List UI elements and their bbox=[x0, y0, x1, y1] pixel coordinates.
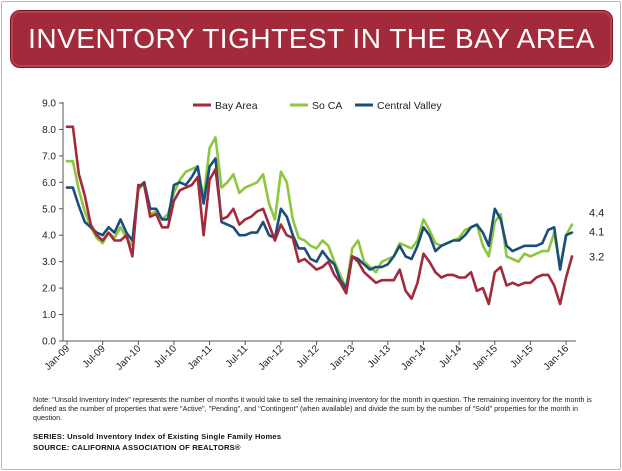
x-tick-label: Jan-10 bbox=[114, 343, 144, 373]
x-tick-label: Jul-09 bbox=[81, 343, 108, 370]
y-tick-label: 7.0 bbox=[42, 151, 56, 162]
x-tick-label: Jul-11 bbox=[224, 343, 251, 370]
end-value-label: 4.4 bbox=[589, 208, 604, 220]
legend-label: So CA bbox=[312, 100, 342, 112]
x-tick-label: Jan-11 bbox=[186, 343, 215, 372]
x-tick-label: Jan-14 bbox=[399, 343, 429, 373]
y-tick-label: 6.0 bbox=[42, 178, 56, 189]
y-tick-label: 5.0 bbox=[42, 204, 56, 215]
series-line-central-valley bbox=[65, 157, 574, 290]
y-tick-label: 3.0 bbox=[42, 257, 56, 268]
source-citation: SOURCE: CALIFORNIA ASSOCIATION OF REALTO… bbox=[33, 443, 241, 452]
end-value-label: 3.2 bbox=[589, 251, 604, 263]
x-tick-label: Jan-16 bbox=[542, 343, 572, 373]
x-tick-label: Jul-13 bbox=[366, 343, 393, 370]
title-banner: INVENTORY TIGHTEST IN THE BAY AREA bbox=[10, 10, 613, 68]
x-tick-label: Jan-15 bbox=[470, 343, 500, 373]
y-tick-label: 2.0 bbox=[42, 284, 56, 295]
series-description: SERIES: Unsold Inventory Index of Existi… bbox=[33, 432, 282, 441]
series-line-so-ca bbox=[65, 136, 574, 290]
x-tick-label: Jan-13 bbox=[328, 343, 358, 373]
legend-label: Central Valley bbox=[377, 100, 442, 112]
x-tick-label: Jul-10 bbox=[152, 343, 179, 370]
y-tick-label: 4.0 bbox=[42, 231, 56, 242]
y-tick-label: 1.0 bbox=[42, 310, 56, 321]
chart-note: Note: "Unsold Inventory Index" represent… bbox=[33, 395, 592, 422]
chart-title: INVENTORY TIGHTEST IN THE BAY AREA bbox=[28, 23, 595, 54]
y-tick-label: 8.0 bbox=[42, 125, 56, 136]
x-tick-label: Jul-12 bbox=[295, 343, 322, 370]
y-tick-label: 9.0 bbox=[42, 99, 56, 110]
x-tick-label: Jul-15 bbox=[508, 343, 535, 370]
x-tick-label: Jul-14 bbox=[437, 343, 464, 370]
x-tick-label: Jan-12 bbox=[257, 343, 287, 373]
end-value-label: 4.1 bbox=[589, 227, 604, 239]
legend-label: Bay Area bbox=[215, 100, 258, 112]
y-tick-label: 0.0 bbox=[42, 337, 56, 348]
series-line-bay-area bbox=[65, 125, 574, 306]
